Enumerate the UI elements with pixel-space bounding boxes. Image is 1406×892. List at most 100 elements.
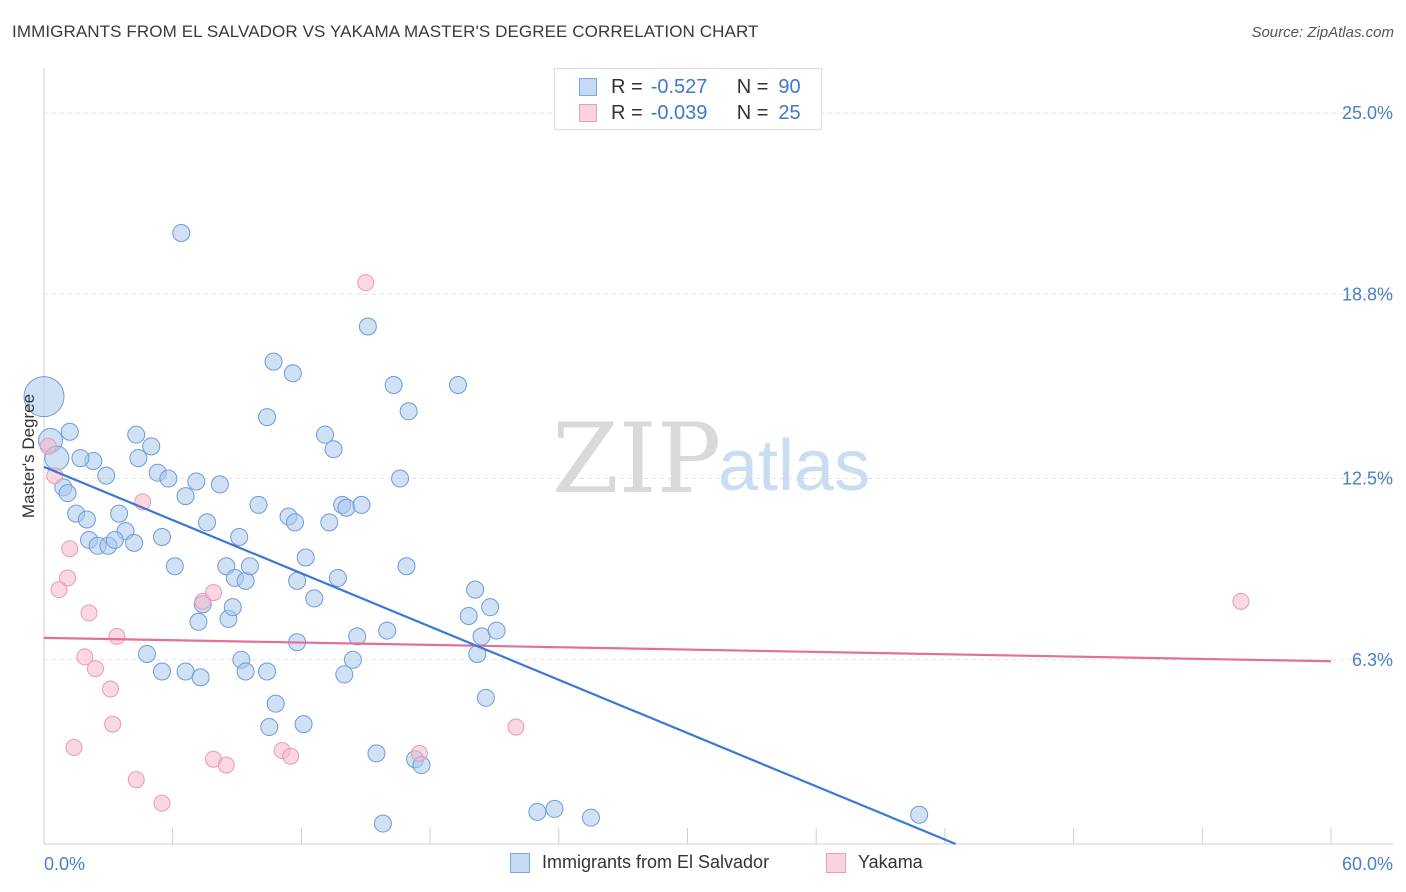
legend-swatch-el-salvador bbox=[510, 852, 530, 873]
data-point-el-salvador bbox=[481, 598, 500, 617]
chart-source: Source: ZipAtlas.com bbox=[1251, 24, 1394, 41]
data-point-yakama bbox=[104, 715, 122, 733]
data-point-yakama bbox=[76, 648, 94, 666]
data-point-el-salvador bbox=[165, 557, 184, 576]
data-point-el-salvador bbox=[137, 644, 156, 663]
legend-swatch-el-salvador bbox=[579, 78, 597, 96]
y-axis-title: Master's Degree bbox=[19, 394, 38, 518]
data-point-el-salvador bbox=[459, 606, 478, 625]
axes bbox=[43, 68, 1394, 845]
data-point-el-salvador bbox=[258, 662, 277, 681]
data-point-yakama bbox=[65, 739, 83, 757]
data-point-el-salvador bbox=[285, 513, 304, 532]
data-point-yakama bbox=[101, 680, 119, 698]
data-point-el-salvador bbox=[305, 589, 324, 608]
legend-item-el-salvador: Immigrants from El Salvador bbox=[510, 852, 769, 873]
legend-r-label: R = bbox=[611, 101, 643, 124]
legend-swatch-yakama bbox=[579, 104, 597, 122]
data-point-yakama bbox=[80, 604, 98, 622]
data-point-yakama bbox=[357, 274, 375, 292]
data-point-el-salvador bbox=[397, 557, 416, 576]
data-point-el-salvador bbox=[528, 802, 547, 821]
data-point-el-salvador bbox=[223, 598, 242, 617]
data-point-el-salvador bbox=[358, 317, 377, 336]
data-point-yakama bbox=[204, 584, 222, 602]
data-point-el-salvador bbox=[352, 495, 371, 514]
data-point-yakama bbox=[86, 660, 104, 678]
data-point-el-salvador bbox=[159, 469, 178, 488]
watermark-zip: ZIP bbox=[552, 403, 721, 515]
y-tick-label: 6.3% bbox=[1352, 650, 1393, 670]
data-point-el-salvador bbox=[476, 688, 495, 707]
data-point-el-salvador bbox=[348, 627, 367, 646]
data-point-el-salvador bbox=[472, 627, 491, 646]
data-point-yakama bbox=[61, 540, 79, 558]
tick-labels: 6.3% 12.5% 18.8% 25.0% 0.0% 60.0% bbox=[44, 103, 1393, 874]
data-point-el-salvador bbox=[129, 449, 148, 468]
data-point-yakama bbox=[282, 747, 300, 765]
data-point-yakama bbox=[410, 744, 428, 762]
x-tick-label: 0.0% bbox=[44, 854, 85, 874]
data-point-el-salvador bbox=[335, 665, 354, 684]
data-point-el-salvador bbox=[77, 510, 96, 529]
data-point-el-salvador bbox=[187, 472, 206, 491]
watermark-atlas: atlas bbox=[718, 426, 870, 506]
watermark: ZIP atlas bbox=[552, 403, 870, 515]
legend-row-yakama: R = -0.039 N = 25 bbox=[579, 101, 801, 125]
data-point-el-salvador bbox=[152, 662, 171, 681]
data-point-el-salvador bbox=[399, 402, 418, 421]
data-point-el-salvador bbox=[391, 469, 410, 488]
data-point-yakama bbox=[108, 627, 126, 645]
data-point-yakama bbox=[153, 794, 171, 812]
legend-n-label: N = bbox=[736, 75, 769, 98]
data-point-el-salvador bbox=[283, 364, 302, 383]
data-point-el-salvador bbox=[23, 376, 65, 418]
data-point-el-salvador bbox=[328, 568, 347, 587]
legend-n-label: N = bbox=[736, 101, 769, 124]
data-point-yakama bbox=[59, 569, 77, 587]
data-point-yakama bbox=[39, 437, 57, 455]
data-point-el-salvador bbox=[191, 668, 210, 687]
legend-r-label: R = bbox=[611, 75, 643, 98]
series-el-salvador-points bbox=[23, 223, 929, 833]
data-point-el-salvador bbox=[240, 557, 259, 576]
data-point-el-salvador bbox=[236, 662, 255, 681]
y-tick-label: 12.5% bbox=[1342, 469, 1393, 489]
data-point-el-salvador bbox=[448, 375, 467, 394]
y-tick-label: 18.8% bbox=[1342, 284, 1393, 304]
data-point-el-salvador bbox=[545, 799, 564, 818]
data-point-el-salvador bbox=[320, 513, 339, 532]
data-point-el-salvador bbox=[260, 718, 279, 737]
data-point-el-salvador bbox=[466, 580, 485, 599]
data-point-el-salvador bbox=[71, 449, 90, 468]
data-point-el-salvador bbox=[315, 425, 334, 444]
legend-n-value: 25 bbox=[778, 101, 801, 124]
data-point-el-salvador bbox=[294, 715, 313, 734]
data-point-el-salvador bbox=[176, 487, 195, 506]
data-point-yakama bbox=[217, 756, 235, 774]
data-point-el-salvador bbox=[296, 548, 315, 567]
data-point-el-salvador bbox=[378, 621, 397, 640]
data-point-el-salvador bbox=[581, 808, 600, 827]
data-point-el-salvador bbox=[487, 621, 506, 640]
data-point-el-salvador bbox=[176, 662, 195, 681]
data-point-el-salvador bbox=[337, 498, 356, 517]
data-point-yakama bbox=[507, 718, 525, 736]
legend-item-yakama: Yakama bbox=[826, 852, 923, 873]
series-legend: Immigrants from El Salvador Yakama bbox=[0, 852, 1406, 876]
data-point-el-salvador bbox=[249, 495, 268, 514]
data-point-el-salvador bbox=[264, 352, 283, 371]
series-yakama-points bbox=[39, 274, 1250, 812]
data-point-el-salvador bbox=[127, 425, 146, 444]
data-point-yakama bbox=[50, 581, 68, 599]
legend-label-el-salvador: Immigrants from El Salvador bbox=[542, 852, 770, 872]
data-point-el-salvador bbox=[110, 504, 129, 523]
data-point-el-salvador bbox=[60, 422, 79, 441]
correlation-legend: R = -0.527 N = 90 R = -0.039 N = 25 bbox=[554, 68, 822, 130]
data-point-el-salvador bbox=[105, 530, 124, 549]
data-point-el-salvador bbox=[189, 612, 208, 631]
data-point-el-salvador bbox=[58, 484, 77, 503]
legend-r-value: -0.527 bbox=[650, 75, 708, 98]
data-point-el-salvador bbox=[172, 223, 191, 242]
trend-lines bbox=[43, 465, 1332, 846]
